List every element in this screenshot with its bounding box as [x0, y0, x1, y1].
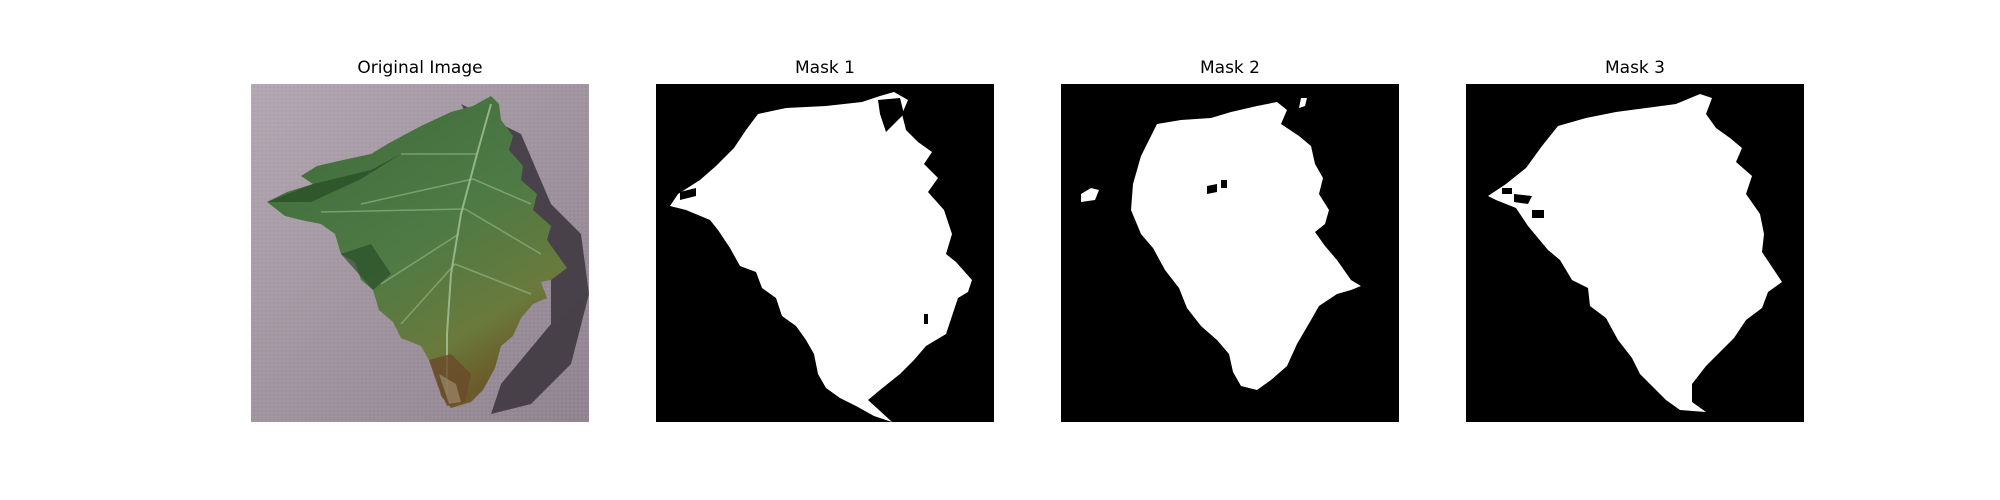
panel-title: Mask 3: [1604, 58, 1665, 78]
panel-title: Mask 2: [1199, 58, 1260, 78]
mask-2-image: [1061, 84, 1399, 422]
original-leaf-photo: [251, 84, 589, 422]
mask-1-image: [656, 84, 994, 422]
mask-3-image: [1466, 84, 1804, 422]
panel-title: Original Image: [357, 58, 483, 78]
panel-title: Mask 1: [794, 58, 855, 78]
